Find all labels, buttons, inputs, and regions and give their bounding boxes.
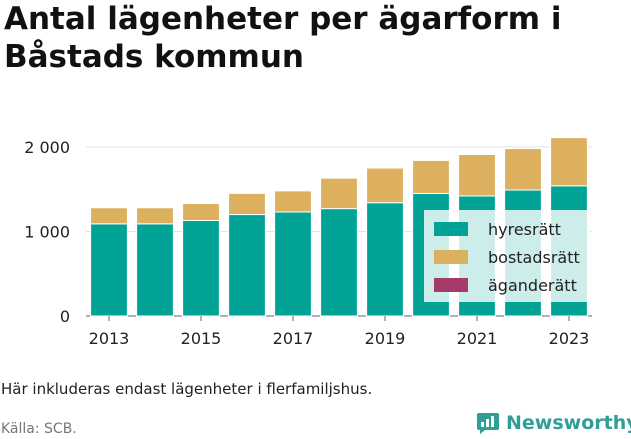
legend-swatch [434,250,468,264]
x-tick-label: 2019 [365,329,406,348]
x-axis-tick-labels: 2013 2015 2017 2019 2021 2023 [89,316,590,348]
bar-segment [412,159,450,194]
bar-segment [458,154,496,197]
legend-label: hyresrätt [488,220,561,239]
bar-segment [228,214,266,317]
y-tick-label: 1 000 [24,222,70,241]
footnote: Här inkluderas endast lägenheter i flerf… [1,380,373,398]
brand-name: Newsworthy [506,412,631,434]
newsworthy-logo-icon [477,413,499,434]
chart-title: Antal lägenheter per ägarform i Båstads … [4,1,562,75]
x-tick-label: 2013 [89,329,130,348]
x-tick-label: 2017 [273,329,314,348]
source-label: Källa: SCB. [1,421,77,437]
y-axis-tick-labels: 0 1 000 2 000 [24,138,70,326]
bar-segment [228,192,266,216]
y-tick-label: 0 [60,307,70,326]
bar-segment [320,208,358,317]
legend: hyresrätt bostadsrätt äganderätt [424,210,590,302]
bar-segment [136,207,174,225]
legend-swatch [434,278,468,292]
bar-segment [274,211,312,317]
x-tick-label: 2015 [181,329,222,348]
bar-segment [136,223,174,317]
bar-segment [504,148,542,191]
bar-segment [182,219,220,317]
bar-segment [320,177,358,210]
bar-segment [90,223,128,317]
legend-label: bostadsrätt [488,248,580,267]
x-tick-label: 2021 [457,329,498,348]
x-tick-label: 2023 [549,329,590,348]
bar-segment [550,137,588,187]
y-tick-label: 2 000 [24,138,70,157]
bar-segment [366,202,404,317]
bar-segment [274,190,312,213]
legend-swatch [434,222,468,236]
legend-label: äganderätt [488,276,577,295]
bar-segment [366,167,404,204]
bar-segment [90,207,128,225]
bar-segment [182,203,220,221]
brand-logo[interactable]: Newsworthy [476,408,631,438]
